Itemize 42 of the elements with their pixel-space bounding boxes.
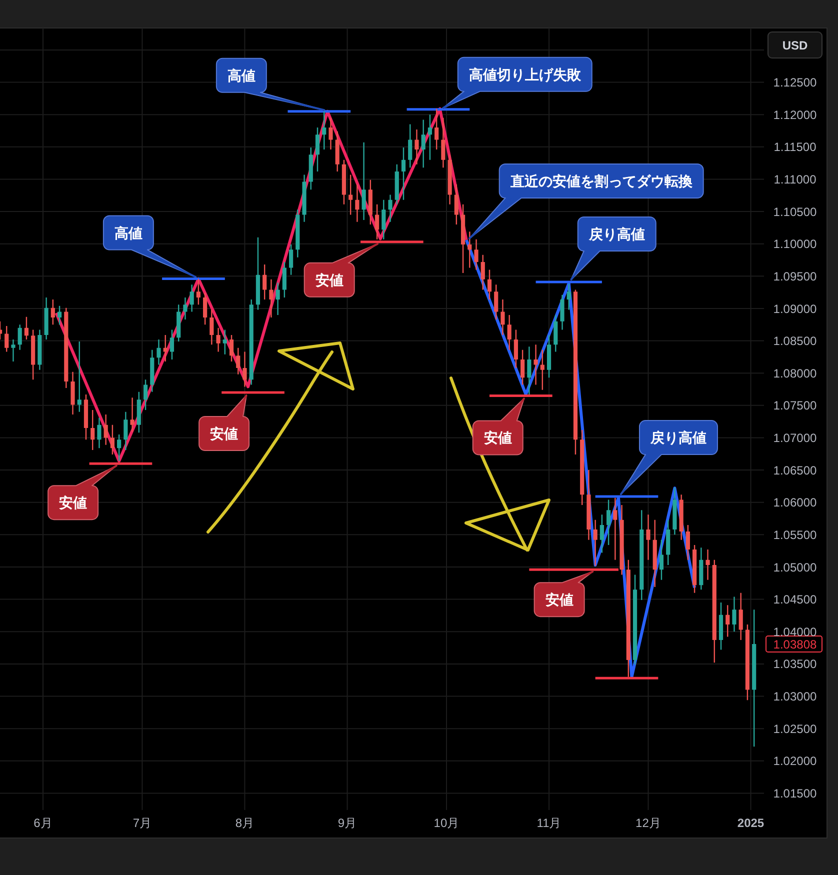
annotation: 高値 [227,67,256,84]
annotation: 高値 [114,224,142,241]
x-tick-label: 8月 [235,816,254,830]
y-tick-label: 1.06000 [773,496,818,510]
x-tick-label: 10月 [434,816,460,830]
text: 1.03808 [773,637,818,652]
y-tick-label: 1.03000 [773,690,818,704]
y-tick-label: 1.11000 [774,172,817,187]
y-tick-label: 1.05000 [773,560,818,574]
x-tick-label: 11月 [536,816,562,830]
y-tick-label: 1.07500 [773,398,818,413]
annotation: 安値 [59,494,88,511]
annotation: 戻り高値 [649,430,706,446]
y-axis-title: USD [782,38,808,52]
y-tick-label: 1.09000 [773,302,818,316]
y-tick-label: 1.10500 [773,204,818,219]
y-tick-label: 1.01500 [773,786,818,800]
y-tick-label: 1.09500 [773,269,818,284]
y-tick-label: 1.05500 [773,528,818,542]
y-tick-label: 1.12500 [773,76,818,90]
y-tick-label: 1.10000 [773,237,818,252]
annotation: 安値 [545,592,574,608]
y-tick-label: 1.03500 [773,657,818,672]
annotation: 安値 [484,430,512,446]
y-tick-label: 1.07000 [773,431,818,446]
y-tick-label: 1.02000 [773,754,818,768]
x-tick-label: 12月 [636,816,661,830]
y-tick-label: 1.08000 [773,366,818,380]
x-tick-label: 6月 [34,816,52,830]
annotation: 高値切り上げ失敗 [468,66,582,82]
y-tick-label: 1.11500 [774,140,817,154]
annotation: 安値 [315,272,344,288]
y-tick-label: 1.04000 [773,624,818,639]
x-tick-label: 9月 [338,816,357,830]
y-tick-label: 1.12000 [773,108,818,122]
y-tick-label: 1.08500 [773,334,818,348]
x-tick-label: 2025 [737,816,764,830]
y-tick-label: 1.04500 [773,592,818,607]
y-tick-label: 1.06500 [773,463,818,478]
annotation: 安値 [210,426,238,442]
x-tick-label: 7月 [132,816,152,830]
y-tick-label: 1.02500 [773,722,818,736]
